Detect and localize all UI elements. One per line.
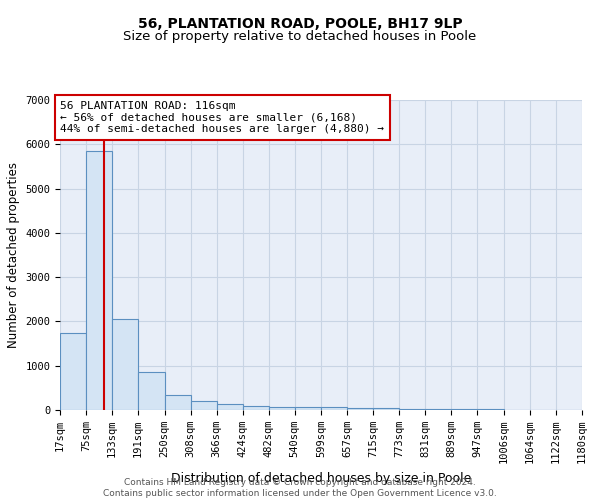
Bar (112, 319, 138, 410)
Bar (347, 408, 373, 410)
Text: Size of property relative to detached houses in Poole: Size of property relative to detached ho… (124, 30, 476, 43)
Bar (164, 394, 191, 410)
Bar (86, 151, 112, 410)
Bar (60, 332, 86, 410)
Bar (425, 409, 451, 410)
Bar (295, 407, 321, 410)
Bar (217, 404, 242, 410)
Text: 56 PLANTATION ROAD: 116sqm
← 56% of detached houses are smaller (6,168)
44% of s: 56 PLANTATION ROAD: 116sqm ← 56% of deta… (61, 101, 385, 134)
Y-axis label: Number of detached properties: Number of detached properties (7, 162, 20, 348)
Bar (321, 408, 347, 410)
Text: 56, PLANTATION ROAD, POOLE, BH17 9LP: 56, PLANTATION ROAD, POOLE, BH17 9LP (137, 18, 463, 32)
Bar (242, 406, 269, 410)
Bar (400, 409, 425, 410)
Bar (269, 406, 295, 410)
Bar (373, 408, 400, 410)
Bar (191, 401, 217, 410)
Bar (138, 372, 164, 410)
X-axis label: Distribution of detached houses by size in Poole: Distribution of detached houses by size … (171, 472, 471, 485)
Text: Contains HM Land Registry data © Crown copyright and database right 2024.
Contai: Contains HM Land Registry data © Crown c… (103, 478, 497, 498)
